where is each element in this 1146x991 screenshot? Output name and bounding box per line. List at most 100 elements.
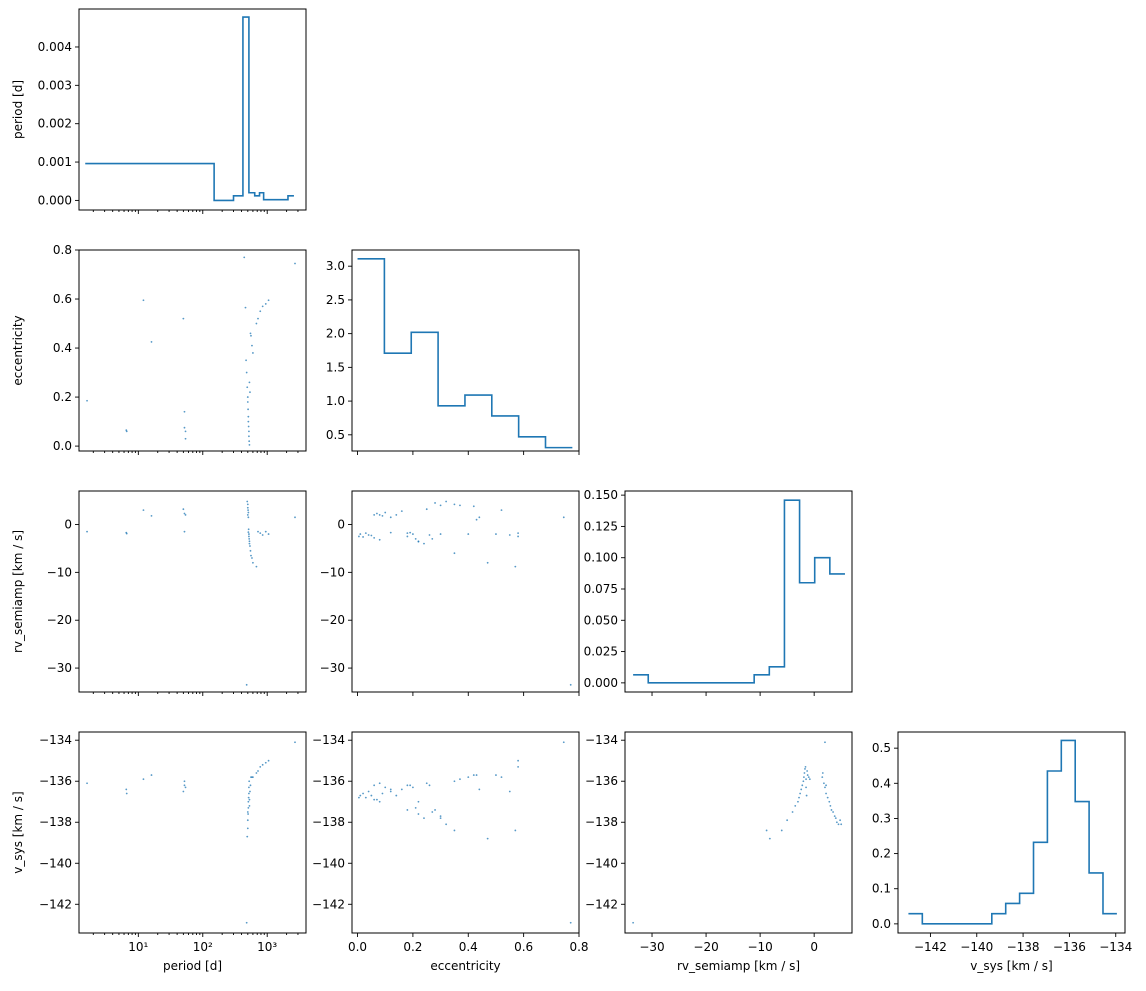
scatter-point [246, 819, 249, 822]
scatter-point [833, 815, 836, 817]
y-axis-label: eccentricity [11, 315, 25, 385]
y-tick-label: −142 [39, 897, 72, 911]
scatter-point [248, 435, 250, 438]
scatter-point [805, 794, 808, 797]
scatter-point [364, 532, 367, 535]
axes-frame [78, 731, 307, 934]
scatter-point [267, 299, 270, 302]
scatter-point [245, 359, 247, 362]
axes-frame [624, 490, 853, 693]
scatter-point [409, 531, 412, 534]
x-axis-label: rv_semiamp [km / s] [677, 959, 800, 973]
scatter-point [517, 535, 519, 538]
y-tick-label: 0.150 [584, 488, 618, 502]
scatter-point [244, 306, 247, 309]
y-tick-label: −142 [312, 897, 345, 911]
scatter-point [247, 425, 250, 428]
scatter-point [294, 741, 296, 744]
y-axis-label: rv_semiamp [km / s] [11, 530, 25, 653]
panel-r3-c1: −142 −140 −138 −136 −134 0.0 0.2 0.4 0.6 0.8 eccen… [312, 731, 589, 973]
scatter-point [267, 533, 270, 535]
y-tick-label: 0.8 [53, 243, 72, 257]
y-tick-label: −134 [585, 733, 618, 747]
scatter-point [478, 516, 481, 519]
scatter-point [824, 786, 826, 789]
scatter-point [381, 514, 384, 517]
x-tick-label: 0.2 [403, 940, 422, 954]
scatter-point [828, 800, 831, 803]
y-tick-label: 0.0 [53, 439, 72, 453]
scatter-point [453, 552, 456, 555]
scatter-point [400, 788, 403, 791]
y-tick-label: −140 [312, 856, 345, 870]
scatter-point [294, 262, 296, 265]
scatter-point [467, 776, 470, 779]
y-tick-label: −136 [39, 774, 72, 788]
y-tick-label: −138 [585, 815, 618, 829]
x-tick-label: 0.0 [348, 940, 367, 954]
scatter-point [183, 426, 186, 429]
scatter-point [184, 430, 187, 433]
scatter-point [247, 796, 250, 799]
scatter-point [255, 772, 258, 774]
x-tick-label: 10³ [257, 940, 277, 954]
y-tick-label: −136 [312, 774, 345, 788]
scatter-point [825, 784, 827, 787]
scatter-point [86, 782, 88, 785]
scatter-point [246, 514, 249, 516]
scatter-point [264, 530, 267, 533]
scatter-point [252, 561, 254, 564]
scatter-point [500, 776, 503, 779]
scatter-point [417, 813, 420, 815]
scatter-point [808, 778, 811, 781]
scatter-point [384, 511, 387, 514]
scatter-point [255, 565, 258, 568]
y-tick-label: −134 [39, 733, 72, 747]
scatter-point [150, 514, 153, 517]
scatter-point [823, 782, 825, 785]
scatter-point [183, 780, 186, 783]
scatter-point [259, 310, 262, 313]
scatter-point [125, 788, 128, 791]
scatter-point [428, 784, 431, 787]
scatter-point [182, 508, 185, 511]
scatter-point [376, 798, 378, 801]
panel-r1-c1: 0.5 1.0 1.5 2.0 2.5 3.0 [326, 249, 580, 455]
scatter-point [805, 786, 807, 789]
scatter-point [247, 516, 250, 519]
x-tick-label: −136 [1053, 940, 1086, 954]
scatter-point [247, 415, 250, 418]
scatter-point [804, 768, 806, 770]
scatter-point [409, 784, 412, 787]
scatter-point [417, 800, 420, 803]
panel-r3-c3: 0.0 0.1 0.2 0.3 0.4 0.5 −142 −140 −138 −136 −134 v_… [872, 731, 1132, 973]
scatter-point [381, 792, 384, 795]
y-tick-label: 0 [64, 518, 72, 532]
x-tick-label: 10² [193, 940, 213, 954]
y-tick-label: 0.003 [38, 78, 72, 92]
scatter-point [373, 514, 376, 516]
scatter-point [517, 765, 519, 768]
histogram-step-line [85, 16, 294, 202]
y-tick-label: −30 [47, 661, 72, 675]
scatter-point [261, 305, 264, 308]
scatter-point [802, 780, 805, 783]
y-axis-label: v_sys [km / s] [11, 791, 25, 873]
y-tick-label: 2.0 [326, 327, 345, 341]
x-tick-label: −30 [639, 940, 664, 954]
scatter-point [434, 809, 436, 811]
scatter-point [423, 817, 425, 820]
scatter-point [248, 786, 250, 789]
axes-frame [351, 490, 580, 693]
axes-frame [897, 731, 1126, 934]
panel-r0-c0: 0.000 0.001 0.002 0.003 0.004 period [d] [11, 8, 307, 214]
scatter-point [245, 921, 248, 924]
y-tick-label: 0.000 [584, 676, 618, 690]
scatter-point [249, 545, 251, 547]
scatter-point [364, 796, 367, 799]
scatter-point [246, 401, 249, 403]
scatter-point [359, 794, 362, 797]
scatter-point [439, 817, 442, 820]
scatter-point [362, 536, 364, 538]
scatter-point [425, 782, 428, 785]
